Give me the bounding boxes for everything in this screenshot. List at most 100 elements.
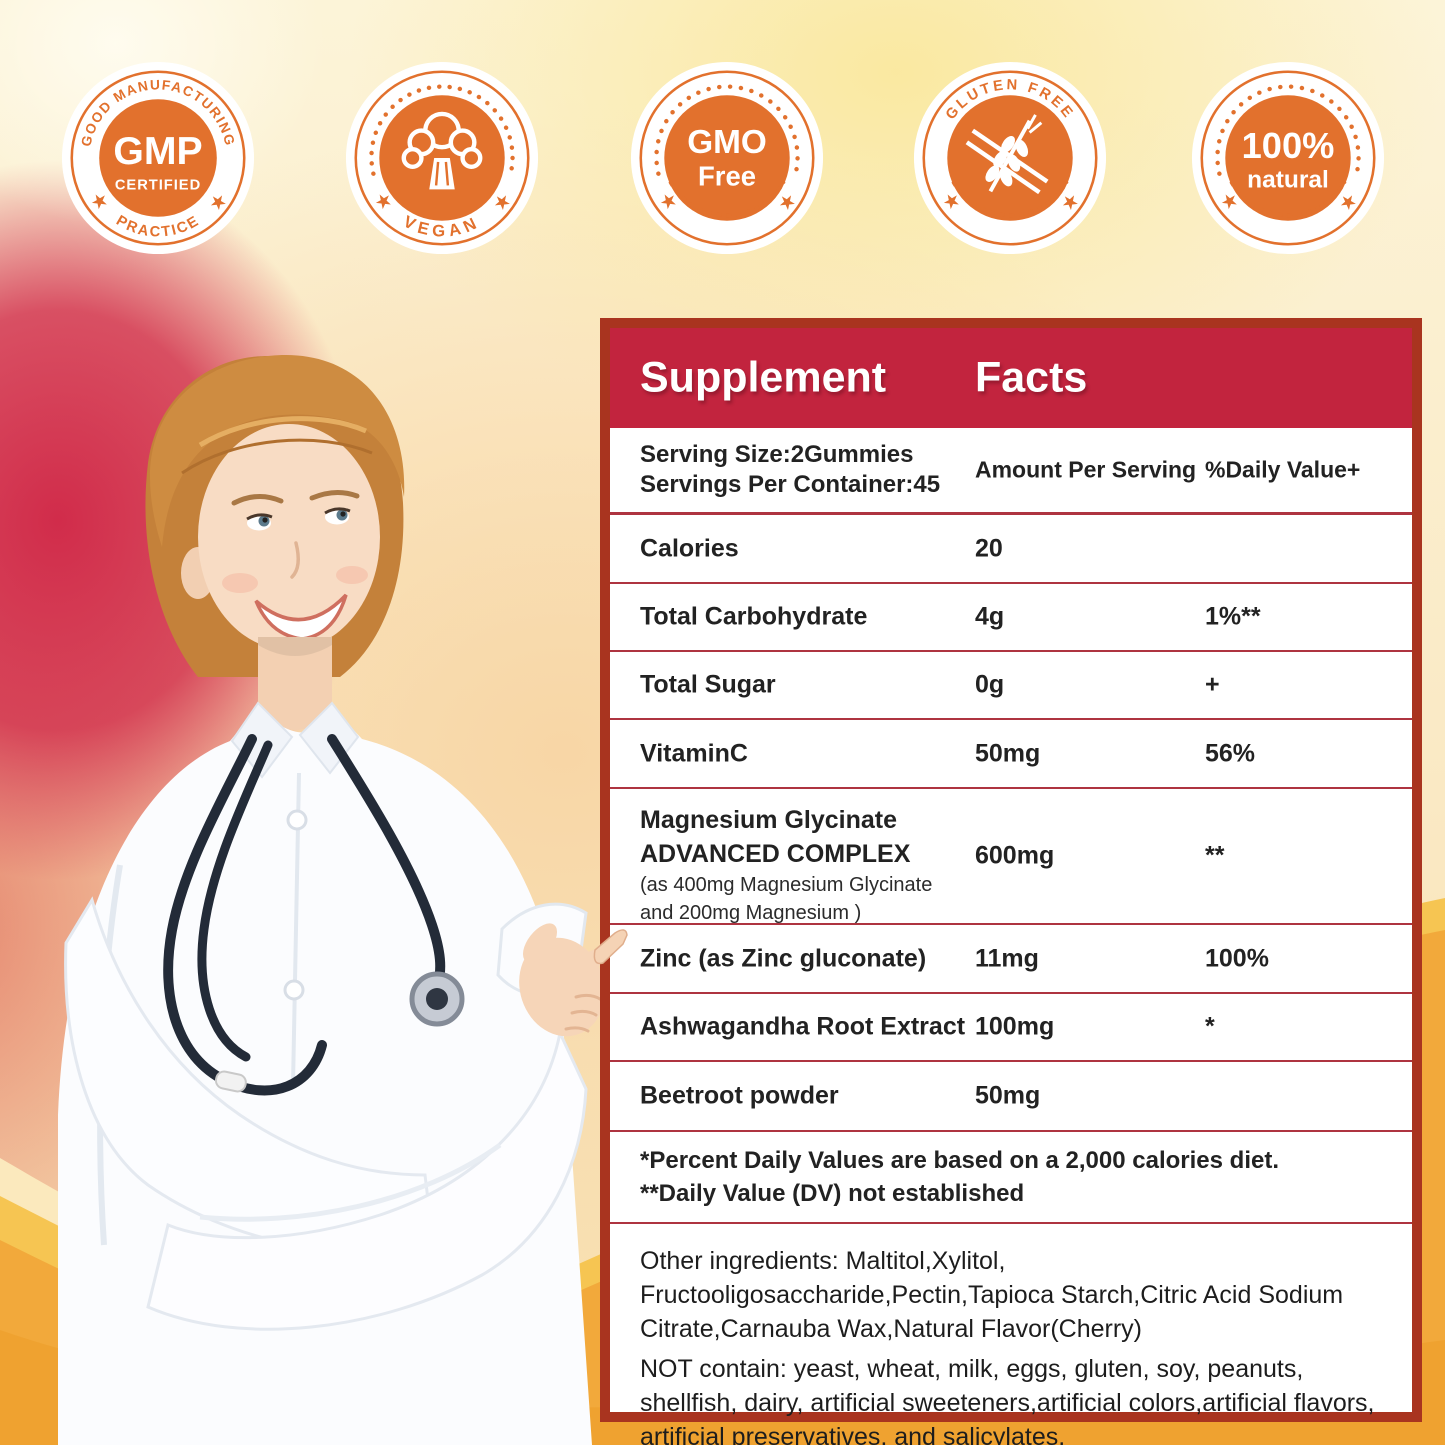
fingertip (593, 929, 628, 965)
panel-header: Supplement Facts (610, 328, 1412, 428)
stethoscope-tube-right (327, 734, 446, 988)
row-name: Beetroot powder (640, 1081, 839, 1110)
doctor-hair-strand2 (181, 438, 373, 475)
row-amount: 50mg (975, 1081, 1041, 1110)
row-dv: + (1205, 670, 1220, 699)
row-name: VitaminC (640, 739, 748, 767)
badge-inner-disc (99, 99, 217, 217)
serving-size: Serving Size:2Gummies (640, 441, 914, 468)
dv-header: %Daily Value+ (1205, 456, 1361, 483)
row-amount: 0g (975, 670, 1005, 699)
doctor-blush-left (222, 573, 258, 593)
row-amount: 50mg (975, 739, 1041, 767)
fact-row-ashwagandha: Ashwagandha Root Extract 100mg * (610, 992, 1412, 1060)
magnesium-name-block: Magnesium Glycinate ADVANCED COMPLEX (as… (640, 803, 932, 927)
doctor-brow-left (231, 494, 284, 506)
badge-gmo-free: GMO Free ★ ★ (630, 61, 824, 255)
fact-row-sugar: Total Sugar 0g + (610, 650, 1412, 718)
servings-per-container: Servings Per Container:45 (640, 471, 941, 498)
row-dv: * (1205, 1012, 1215, 1041)
row-amount: 100mg (975, 1012, 1055, 1041)
stethoscope-chestpiece-center (426, 988, 448, 1010)
badge-sub-text: Free (698, 160, 756, 191)
other-ingredients-text: Other ingredients: Maltitol,Xylitol, Fru… (640, 1247, 1344, 1343)
badge-vegan: VEGAN ★ ★ (345, 61, 539, 255)
fact-row-zinc: Zinc (as Zinc gluconate) 11mg 100% (610, 923, 1412, 992)
stethoscope-tube-left-inner (197, 740, 273, 1062)
not-contain-text: NOT contain: yeast, wheat, milk, eggs, g… (640, 1355, 1375, 1445)
broccoli-icon (401, 111, 483, 190)
stethoscope-tube-left (163, 734, 327, 1096)
doctor-nose (290, 541, 300, 579)
row-dv: 1%** (1205, 602, 1261, 631)
doctor-hair-strand (198, 416, 367, 448)
badge-main-text: GMO (687, 124, 767, 161)
badge-ring (354, 70, 530, 246)
row-subtext: (as 400mg Magnesium Glycinate (640, 874, 933, 896)
stethoscope-connector (214, 1070, 247, 1093)
fact-row-vitaminc: VitaminC 50mg 56% (610, 718, 1412, 787)
badge-main-text: GMP (113, 130, 202, 173)
doctor-sleeve-fold (199, 1142, 502, 1222)
row-amount: 4g (975, 602, 1005, 631)
doctor-hand-thumb (522, 923, 558, 963)
amount-header: Amount Per Serving (975, 456, 1197, 483)
badge-gmp-certified: GOOD MANUFACTURING PRACTICE GMP CERTIFIE… (61, 61, 255, 255)
fact-row-calories: Calories 20 (610, 513, 1412, 582)
badge-main-text: 100% (1242, 125, 1335, 166)
footnote-dv-not-established: **Daily Value (DV) not established (640, 1180, 1025, 1207)
badge-gluten-free: GLUTEN FREE ★ ★ (913, 61, 1107, 255)
badge-100-natural: 100% natural ★ ★ (1191, 61, 1385, 255)
row-dv: ** (1205, 841, 1225, 870)
row-name: Ashwagandha Root Extract (640, 1012, 966, 1041)
row-name: Zinc (as Zinc gluconate) (640, 944, 927, 972)
doctor-smile (254, 593, 348, 641)
fact-row-magnesium: Magnesium Glycinate ADVANCED COMPLEX (as… (610, 787, 1412, 924)
doctor-neck-shadow (258, 637, 332, 656)
serving-row: Serving Size:2Gummies Servings Per Conta… (610, 428, 1412, 513)
doctor-pupil-right (340, 511, 346, 517)
badge-inner-disc (664, 95, 790, 221)
doctor-lash-left (246, 513, 273, 521)
doctor-finger-folds (564, 993, 602, 1033)
doctor-coat-button2 (283, 979, 305, 1001)
wheat-crossed-icon (965, 114, 1049, 195)
badge-sub-text: natural (1247, 166, 1329, 193)
panel-title-word1: Supplement (640, 353, 887, 402)
badge-inner-disc (1225, 95, 1351, 221)
badge-ring (639, 70, 815, 246)
row-amount: 11mg (975, 944, 1039, 972)
panel-title-word2: Facts (975, 353, 1088, 402)
badge-ring (1200, 70, 1376, 246)
ingredients-row: Other ingredients: Maltitol,Xylitol, Fru… (610, 1222, 1412, 1445)
row-amount: 600mg (975, 841, 1055, 870)
row-dv: 100% (1205, 944, 1269, 972)
supplement-facts-panel: Supplement Facts Serving Size:2Gummies S… (600, 318, 1422, 1445)
row-dv: 56% (1205, 739, 1256, 767)
row-name: Magnesium Glycinate (640, 806, 898, 834)
fact-row-beetroot: Beetroot powder 50mg (610, 1060, 1412, 1130)
footnotes-row: *Percent Daily Values are based on a 2,0… (610, 1130, 1412, 1222)
row-amount: 20 (975, 534, 1003, 562)
footnotes-block: *Percent Daily Values are based on a 2,0… (640, 1144, 1279, 1210)
doctor-blush-right (336, 566, 368, 584)
row-name: Total Carbohydrate (640, 602, 868, 631)
row-name: Total Sugar (640, 670, 776, 699)
badge-ring (70, 70, 246, 246)
doctor-pupil-left (262, 517, 268, 523)
doctor-brow-right (309, 490, 360, 501)
doctor-hair-front (150, 354, 405, 547)
doctor-illustration (58, 354, 620, 1445)
badge-ring (922, 70, 1098, 246)
doctor-face (198, 424, 380, 650)
doctor-coat-button1 (286, 809, 308, 831)
row-name-line2: ADVANCED COMPLEX (640, 840, 911, 868)
doctor-neck (258, 637, 332, 730)
doctor-sleeve-cross (146, 1028, 588, 1331)
row-name: Calories (640, 534, 739, 562)
serving-size-block: Serving Size:2Gummies Servings Per Conta… (640, 440, 940, 500)
footnote-daily-values: *Percent Daily Values are based on a 2,0… (640, 1147, 1279, 1174)
fact-row-carbohydrate: Total Carbohydrate 4g 1%** (610, 582, 1412, 650)
badge-sub-text: CERTIFIED (115, 177, 201, 193)
